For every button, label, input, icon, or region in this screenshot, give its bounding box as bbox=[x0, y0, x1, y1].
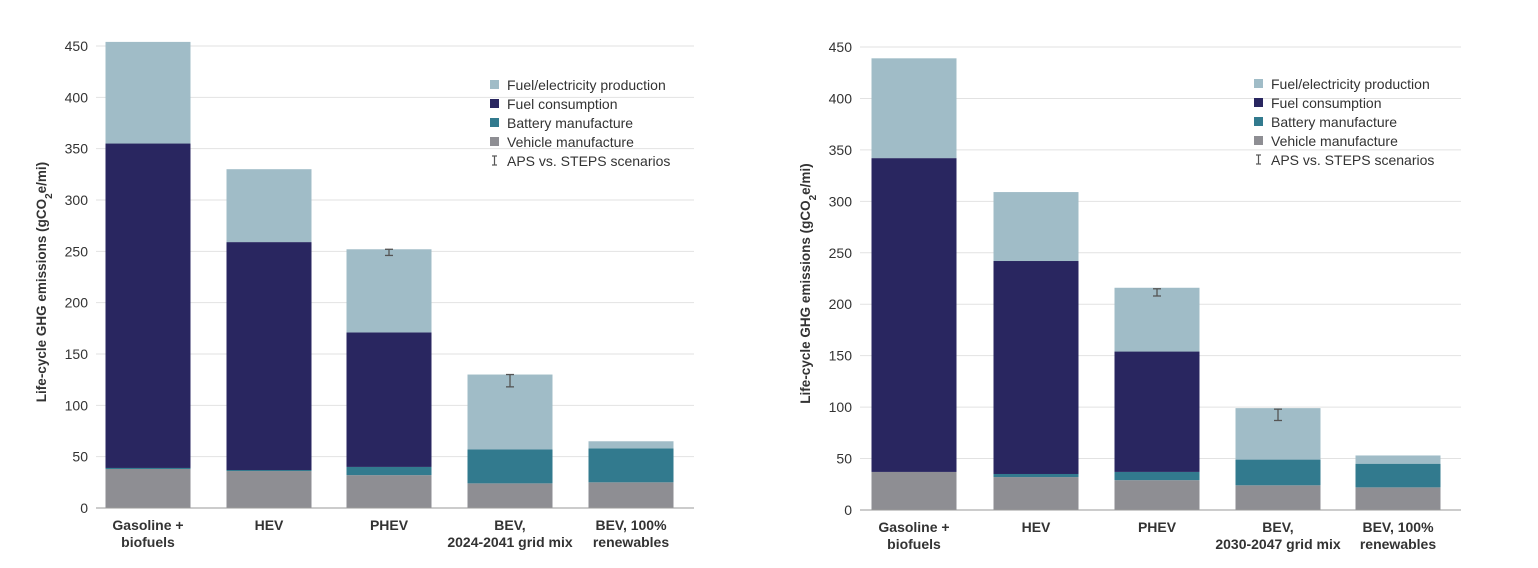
x-tick-label: biofuels bbox=[887, 536, 941, 552]
bar-segment-battery-manufacture bbox=[588, 448, 674, 483]
y-tick-label: 100 bbox=[65, 397, 89, 413]
bar-segment-battery-manufacture bbox=[993, 473, 1079, 478]
bar-segment-fuel-consumption bbox=[1114, 351, 1200, 472]
x-tick-label: Gasoline + bbox=[112, 517, 183, 533]
y-tick-label: 250 bbox=[65, 243, 89, 259]
bar-segment-battery-manufacture bbox=[1355, 463, 1441, 488]
bar-segment-fuel-electricity-production bbox=[871, 58, 957, 159]
bar-segment-vehicle-manufacture bbox=[346, 475, 432, 508]
chart-2024-2041: 0 50 100 150 200 250 300 350 400 450 Life-cycle GH… bbox=[34, 38, 694, 550]
y-tick-label: 300 bbox=[65, 192, 89, 208]
bar-segment-fuel-electricity-production bbox=[1355, 455, 1441, 464]
legend-label: Fuel consumption bbox=[1271, 95, 1382, 111]
bar-segment-fuel-electricity-production bbox=[1114, 287, 1200, 352]
bar-segment-fuel-consumption bbox=[105, 143, 191, 468]
y-tick-label: 100 bbox=[829, 399, 853, 415]
x-tick-label: Gasoline + bbox=[878, 519, 949, 535]
x-tick-label: BEV, 100% bbox=[595, 517, 667, 533]
bar-segment-fuel-electricity-production bbox=[588, 441, 674, 449]
bar-segment-fuel-electricity-production bbox=[105, 41, 191, 144]
bar-segment-battery-manufacture bbox=[105, 467, 191, 469]
x-tick-label: renewables bbox=[1360, 536, 1436, 552]
legend-swatch-fuel-consumption bbox=[490, 99, 499, 108]
legend-label: Fuel/electricity production bbox=[1271, 76, 1430, 92]
bar-segment-vehicle-manufacture bbox=[588, 482, 674, 508]
y-tick-label: 0 bbox=[844, 502, 852, 518]
y-tick-label: 250 bbox=[829, 245, 853, 261]
bar-segment-fuel-consumption bbox=[346, 332, 432, 467]
legend-swatch-vehicle-manufacture bbox=[1254, 136, 1263, 145]
x-tick-label: biofuels bbox=[121, 534, 175, 550]
x-tick-label: BEV, bbox=[494, 517, 525, 533]
x-tick-label: BEV, bbox=[1262, 519, 1293, 535]
legend-swatch-fuel-electricity-production bbox=[490, 80, 499, 89]
x-tick-label: PHEV bbox=[1138, 519, 1177, 535]
legend-label: Vehicle manufacture bbox=[507, 134, 634, 150]
legend-swatch-fuel-consumption bbox=[1254, 98, 1263, 107]
bar-segment-fuel-consumption bbox=[871, 158, 957, 472]
chart-2030-2047: 0 50 100 150 200 250 300 350 400 450 Life-cycle GH… bbox=[798, 39, 1461, 552]
y-tick-label: 450 bbox=[65, 38, 89, 54]
y-tick-label: 350 bbox=[65, 141, 89, 157]
x-tick-label: renewables bbox=[593, 534, 669, 550]
y-tick-label: 50 bbox=[836, 451, 852, 467]
bar-segment-fuel-consumption bbox=[226, 242, 312, 471]
y-tick-label: 400 bbox=[65, 89, 89, 105]
y-tick-label: 200 bbox=[65, 295, 89, 311]
bar-segment-fuel-electricity-production bbox=[993, 192, 1079, 262]
legend-swatch-battery-manufacture bbox=[490, 118, 499, 127]
y-axis-label: Life-cycle GHG emissions (gCO2e/mi) bbox=[798, 163, 819, 403]
x-tick-label: BEV, 100% bbox=[1362, 519, 1434, 535]
y-tick-label: 200 bbox=[829, 296, 853, 312]
bar-segment-vehicle-manufacture bbox=[871, 471, 957, 510]
bar-segment-battery-manufacture bbox=[226, 470, 312, 472]
legend-label: Fuel consumption bbox=[507, 96, 618, 112]
bar-segment-vehicle-manufacture bbox=[1114, 480, 1200, 510]
x-tick-label: PHEV bbox=[370, 517, 409, 533]
legend-swatch-vehicle-manufacture bbox=[490, 137, 499, 146]
bar-segment-fuel-electricity-production bbox=[226, 169, 312, 243]
x-tick-label: 2030-2047 grid mix bbox=[1215, 536, 1341, 552]
y-tick-label: 150 bbox=[829, 348, 853, 364]
bar-segment-battery-manufacture bbox=[467, 449, 553, 484]
legend-label: Vehicle manufacture bbox=[1271, 133, 1398, 149]
y-tick-label: 50 bbox=[72, 449, 88, 465]
bar-segment-battery-manufacture bbox=[1235, 459, 1321, 486]
bar-segment-vehicle-manufacture bbox=[993, 477, 1079, 510]
y-tick-label: 150 bbox=[65, 346, 89, 362]
legend-label: Battery manufacture bbox=[1271, 114, 1397, 130]
bar-segment-vehicle-manufacture bbox=[1355, 487, 1441, 510]
legend-label: Fuel/electricity production bbox=[507, 77, 666, 93]
x-tick-label: 2024-2041 grid mix bbox=[447, 534, 573, 550]
y-axis-label: Life-cycle GHG emissions (gCO2e/mi) bbox=[34, 162, 55, 402]
y-tick-label: 450 bbox=[829, 39, 853, 55]
y-tick-label: 300 bbox=[829, 193, 853, 209]
legend-swatch-battery-manufacture bbox=[1254, 117, 1263, 126]
legend-swatch-fuel-electricity-production bbox=[1254, 79, 1263, 88]
x-tick-label: HEV bbox=[255, 517, 284, 533]
y-tick-label: 350 bbox=[829, 142, 853, 158]
bar-segment-vehicle-manufacture bbox=[105, 468, 191, 508]
y-tick-label: 400 bbox=[829, 90, 853, 106]
legend-label: APS vs. STEPS scenarios bbox=[507, 153, 670, 169]
bar-segment-vehicle-manufacture bbox=[467, 483, 553, 508]
bar-segment-fuel-consumption bbox=[993, 261, 1079, 474]
legend-label: Battery manufacture bbox=[507, 115, 633, 131]
bar-segment-vehicle-manufacture bbox=[226, 471, 312, 508]
x-tick-label: HEV bbox=[1022, 519, 1051, 535]
bar-segment-battery-manufacture bbox=[346, 466, 432, 476]
bar-segment-fuel-electricity-production bbox=[346, 249, 432, 333]
bar-segment-battery-manufacture bbox=[1114, 471, 1200, 481]
y-tick-label: 0 bbox=[80, 500, 88, 516]
bar-segment-vehicle-manufacture bbox=[1235, 485, 1321, 510]
legend-label: APS vs. STEPS scenarios bbox=[1271, 152, 1434, 168]
